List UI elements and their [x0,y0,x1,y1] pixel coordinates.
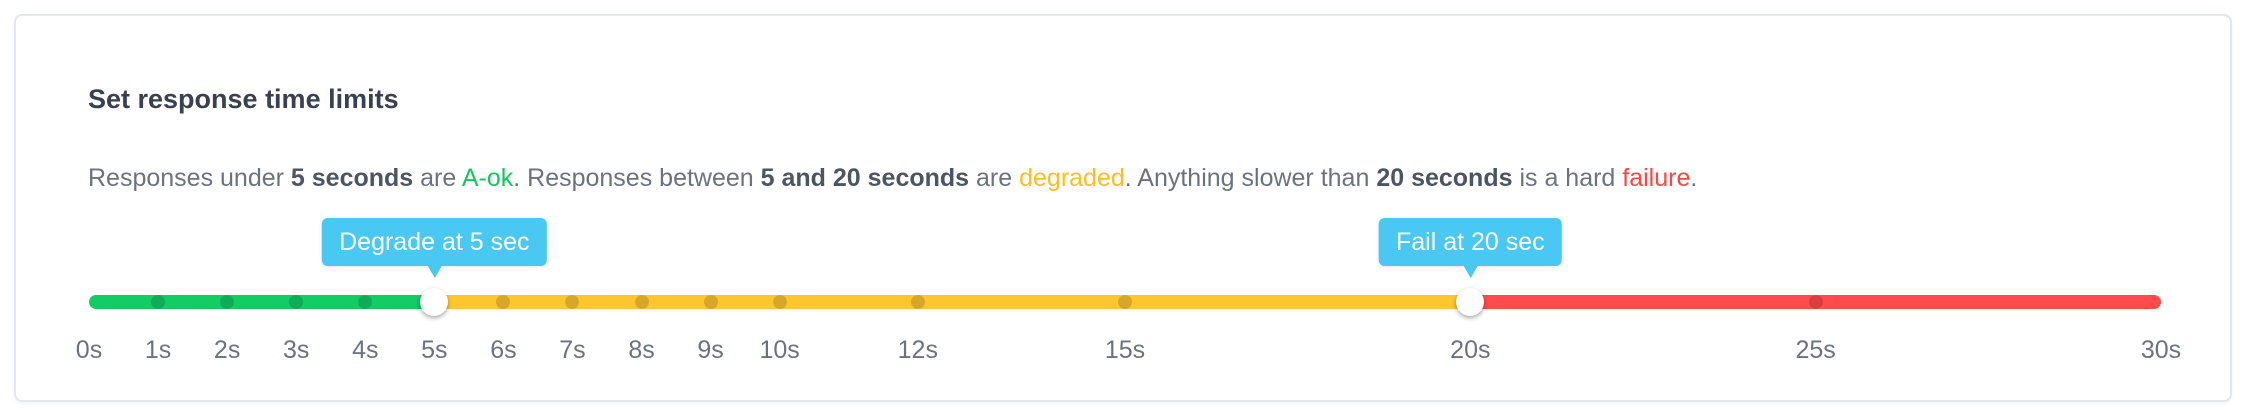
desc-bold-fail-threshold: 20 seconds [1376,164,1513,192]
fail-tooltip: Fail at 20 sec [1378,218,1562,278]
failure-segment [1470,295,2161,309]
tick-label: 3s [282,336,310,364]
tick-dot [289,295,304,309]
tick-label: 8s [628,336,655,364]
description: Responses under 5 seconds are A-ok. Resp… [88,164,1697,193]
tick-label: 2s [213,336,241,364]
tick-label: 25s [1795,336,1836,364]
ok-segment [89,295,435,309]
desc-text: Responses under [88,164,291,192]
slider-track[interactable] [89,295,2161,309]
fail-handle[interactable] [1456,288,1485,316]
tick-label: 7s [559,336,586,364]
desc-degraded: degraded [1019,164,1125,192]
tick-dot [1808,295,1823,309]
tick-label: 15s [1104,336,1146,364]
tick-label: 12s [897,336,938,364]
tick-label: 5s [421,336,448,364]
tick-label: 10s [759,336,800,364]
tick-dot [496,295,511,309]
tick-label: 6s [490,336,517,364]
tick-dot [358,295,373,309]
degrade-tooltip: Degrade at 5 sec [322,218,547,278]
desc-text: . [1690,164,1698,192]
tick-label: 9s [697,336,724,364]
tick-dot [910,295,925,309]
desc-text: are [413,164,462,192]
desc-text: are [969,164,1020,192]
tick-label: 0s [75,336,103,364]
desc-text: . Responses between [513,164,761,192]
desc-failure: failure [1622,164,1691,192]
tick-label: 20s [1450,336,1491,364]
desc-text: is a hard [1512,164,1623,192]
desc-ok: A-ok [461,164,514,192]
desc-text: . Anything slower than [1124,164,1377,192]
degraded-segment [434,295,1471,309]
response-time-card: Set response time limits Responses under… [14,14,2232,402]
tick-label: 4s [352,336,379,364]
tick-dot [703,295,718,309]
tick-dot [1118,295,1132,309]
tick-dot [220,295,235,309]
tick-label: 30s [2140,336,2182,364]
tick-dot [565,295,580,309]
tick-dot [772,295,787,309]
degrade-handle[interactable] [420,288,449,316]
tick-dot [634,295,649,309]
tick-label: 1s [144,336,172,364]
desc-bold-ok-threshold: 5 seconds [290,164,414,192]
desc-bold-degraded-range: 5 and 20 seconds [760,164,970,192]
card-title: Set response time limits [88,84,399,114]
tick-dot [151,295,166,309]
